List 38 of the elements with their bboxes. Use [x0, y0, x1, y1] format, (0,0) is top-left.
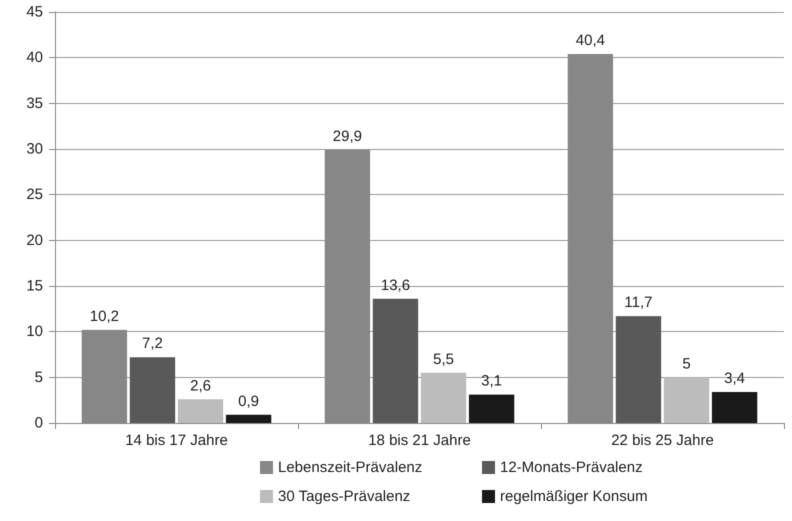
bar	[226, 414, 272, 423]
bar	[372, 298, 418, 423]
data-label: 3,1	[481, 372, 502, 390]
bar	[468, 394, 514, 423]
x-tick-label: 18 bis 21 Jahre	[368, 432, 471, 449]
y-tick-label: 45	[26, 4, 43, 20]
x-tick-label: 14 bis 17 Jahre	[125, 432, 228, 449]
data-label: 10,2	[90, 308, 120, 325]
bar	[712, 392, 758, 423]
y-tick-label: 0	[34, 414, 43, 432]
bar	[420, 372, 466, 423]
y-tick-label: 30	[26, 140, 43, 158]
bar	[130, 357, 176, 423]
legend-label: Lebenszeit-Prävalenz	[278, 459, 422, 476]
x-tick-label: 22 bis 25 Jahre	[611, 432, 714, 449]
legend-label: 30 Tages-Prävalenz	[278, 488, 410, 505]
legend-label: regelmäßiger Konsum	[500, 488, 648, 505]
bar	[664, 377, 710, 423]
y-tick-label: 15	[26, 278, 43, 294]
data-label: 3,4	[724, 370, 746, 387]
data-label: 40,4	[576, 32, 606, 50]
data-label: 0,9	[238, 392, 260, 410]
y-tick-label: 20	[26, 232, 43, 249]
y-tick-label: 35	[26, 94, 43, 112]
y-tick-label: 5	[34, 368, 43, 386]
bar	[178, 399, 224, 423]
data-label: 2,6	[190, 377, 211, 394]
data-label: 29,9	[332, 128, 362, 145]
data-label: 11,7	[624, 294, 653, 312]
data-label: 5	[682, 355, 691, 372]
bar	[616, 316, 662, 423]
y-tick-label: 40	[26, 49, 43, 66]
y-tick-label: 10	[26, 323, 43, 340]
data-label: 7,2	[142, 335, 163, 352]
y-tick-label: 25	[26, 186, 43, 204]
legend-label: 12-Monats-Prävalenz	[500, 459, 643, 476]
data-label: 5,5	[433, 350, 454, 368]
data-label: 13,6	[380, 276, 410, 294]
